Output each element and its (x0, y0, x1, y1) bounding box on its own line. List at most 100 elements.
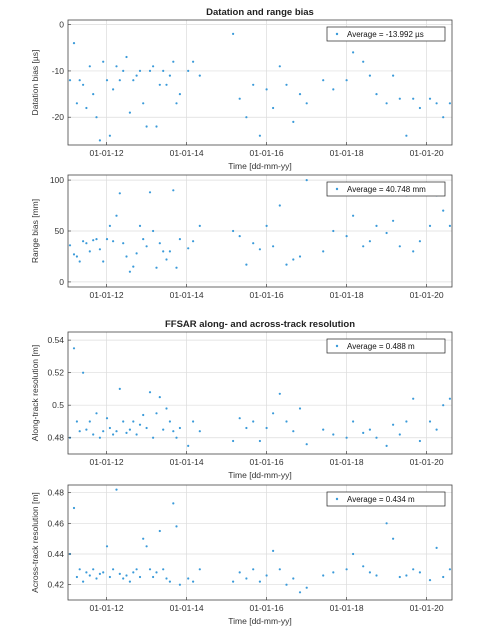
chart2-point (305, 179, 308, 182)
chart4-point (392, 537, 395, 540)
chart3-legend-box (326, 338, 446, 354)
chart1-point (75, 102, 78, 105)
chart3-ylabel: Along-track resolution [m] (30, 345, 40, 441)
chart4-point (162, 568, 165, 571)
chart1-ytick-label-2: -20 (52, 112, 65, 122)
chart2-point (332, 229, 335, 233)
chart4-point (412, 568, 415, 571)
chart1-title: Datation and range bias (206, 7, 314, 18)
chart3-point (305, 443, 308, 446)
chart4-axes-box (67, 484, 453, 601)
chart4-point (85, 571, 88, 574)
chart1-point (85, 106, 88, 110)
chart4-point (112, 568, 115, 571)
chart3-xtick-label-1: 01-01-14 (170, 457, 204, 467)
chart2-ytick-label-1: 50 (55, 226, 65, 236)
chart2-xtick-label-0: 01-01-12 (90, 290, 124, 300)
chart3-point (145, 426, 148, 430)
chart2-point (448, 224, 451, 227)
chart1-point (258, 134, 261, 137)
chart2-xtick-label-4: 01-01-20 (410, 290, 444, 300)
chart1-point (68, 79, 72, 82)
chart3-point (132, 420, 135, 423)
chart4-ytick-label-2: 0.44 (47, 549, 64, 559)
chart1-point (165, 83, 168, 86)
chart2-point (385, 231, 388, 235)
chart1-xtick-label-1: 01-01-14 (170, 148, 204, 158)
chart2-point (285, 263, 288, 266)
chart2-point (108, 224, 111, 227)
chart4-point (165, 577, 168, 580)
chart2-xtick-label-2: 01-01-16 (250, 290, 284, 300)
chart3-legend: Average = 0.488 m (326, 338, 446, 354)
chart4-point (322, 574, 325, 577)
chart4-point (305, 586, 308, 589)
chart1-point (98, 139, 101, 142)
chart4-point (368, 571, 371, 574)
chart1-point (105, 79, 109, 82)
chart3-point (442, 404, 445, 407)
chart1-point (138, 69, 142, 72)
chart1-point (375, 93, 378, 96)
chart1-xtick-label-3: 01-01-18 (330, 148, 364, 158)
chart1-point (305, 102, 308, 105)
chart4-ylabel: Across-track resolution [m] (30, 492, 40, 593)
chart3-point (78, 430, 81, 433)
chart1-point (362, 60, 365, 63)
chart1-legend-label: Average = -13.992 µs (347, 30, 424, 39)
chart3-xtick-label-3: 01-01-18 (330, 457, 364, 467)
chart2-point (232, 229, 235, 233)
chart1-point (292, 120, 295, 123)
chart1-point (115, 65, 118, 68)
chart2-point (292, 258, 295, 261)
chart4-legend-label: Average = 0.434 m (347, 495, 415, 504)
chart2-point (128, 270, 131, 273)
chart3-point (85, 428, 88, 431)
chart4-point (178, 583, 181, 586)
chart3-point (332, 433, 335, 436)
chart1-point (142, 102, 145, 105)
chart3-point (405, 420, 408, 423)
chart3-point (105, 417, 109, 420)
chart4-ytick-label-3: 0.42 (47, 580, 64, 590)
chart3-point (115, 430, 118, 433)
chart2-point (92, 239, 95, 242)
chart4-point (88, 574, 91, 577)
chart2-legend-marker (335, 187, 339, 191)
chart1-point (158, 83, 161, 86)
chart1-point (78, 79, 81, 82)
chart4-point (198, 568, 201, 571)
chart2-point (392, 219, 395, 222)
chart2-legend-box (326, 181, 446, 197)
chart3-point (245, 426, 248, 430)
chart4-point (118, 572, 121, 576)
chart2-point (352, 214, 355, 217)
chart4-point (145, 545, 148, 548)
chart4-point (92, 568, 95, 571)
chart4-point (285, 583, 288, 586)
chart3-point (322, 428, 325, 431)
chart3-point (125, 431, 128, 434)
chart1-point (175, 102, 178, 105)
chart3-point (162, 428, 165, 431)
chart1-point (442, 116, 445, 119)
chart1-point (95, 116, 98, 119)
chart2-point (375, 224, 378, 227)
chart4-point (442, 575, 445, 579)
chart3-point (172, 430, 175, 433)
chart2-point (155, 266, 158, 269)
chart1-legend-box (326, 26, 446, 42)
chart3-point (192, 420, 195, 423)
chart2-ylabel: Range bias [mm] (30, 199, 40, 263)
chart3-point (128, 428, 131, 431)
chart1-point (448, 102, 451, 105)
chart1-point (265, 88, 268, 91)
chart1-point (272, 106, 275, 110)
chart2-point (418, 240, 421, 243)
chart1-point (118, 79, 121, 82)
chart2-point (72, 253, 76, 256)
chart4-legend-box (326, 491, 446, 507)
chart2-point (442, 209, 445, 212)
chart2-point (98, 248, 101, 251)
chart4-point (175, 525, 178, 528)
